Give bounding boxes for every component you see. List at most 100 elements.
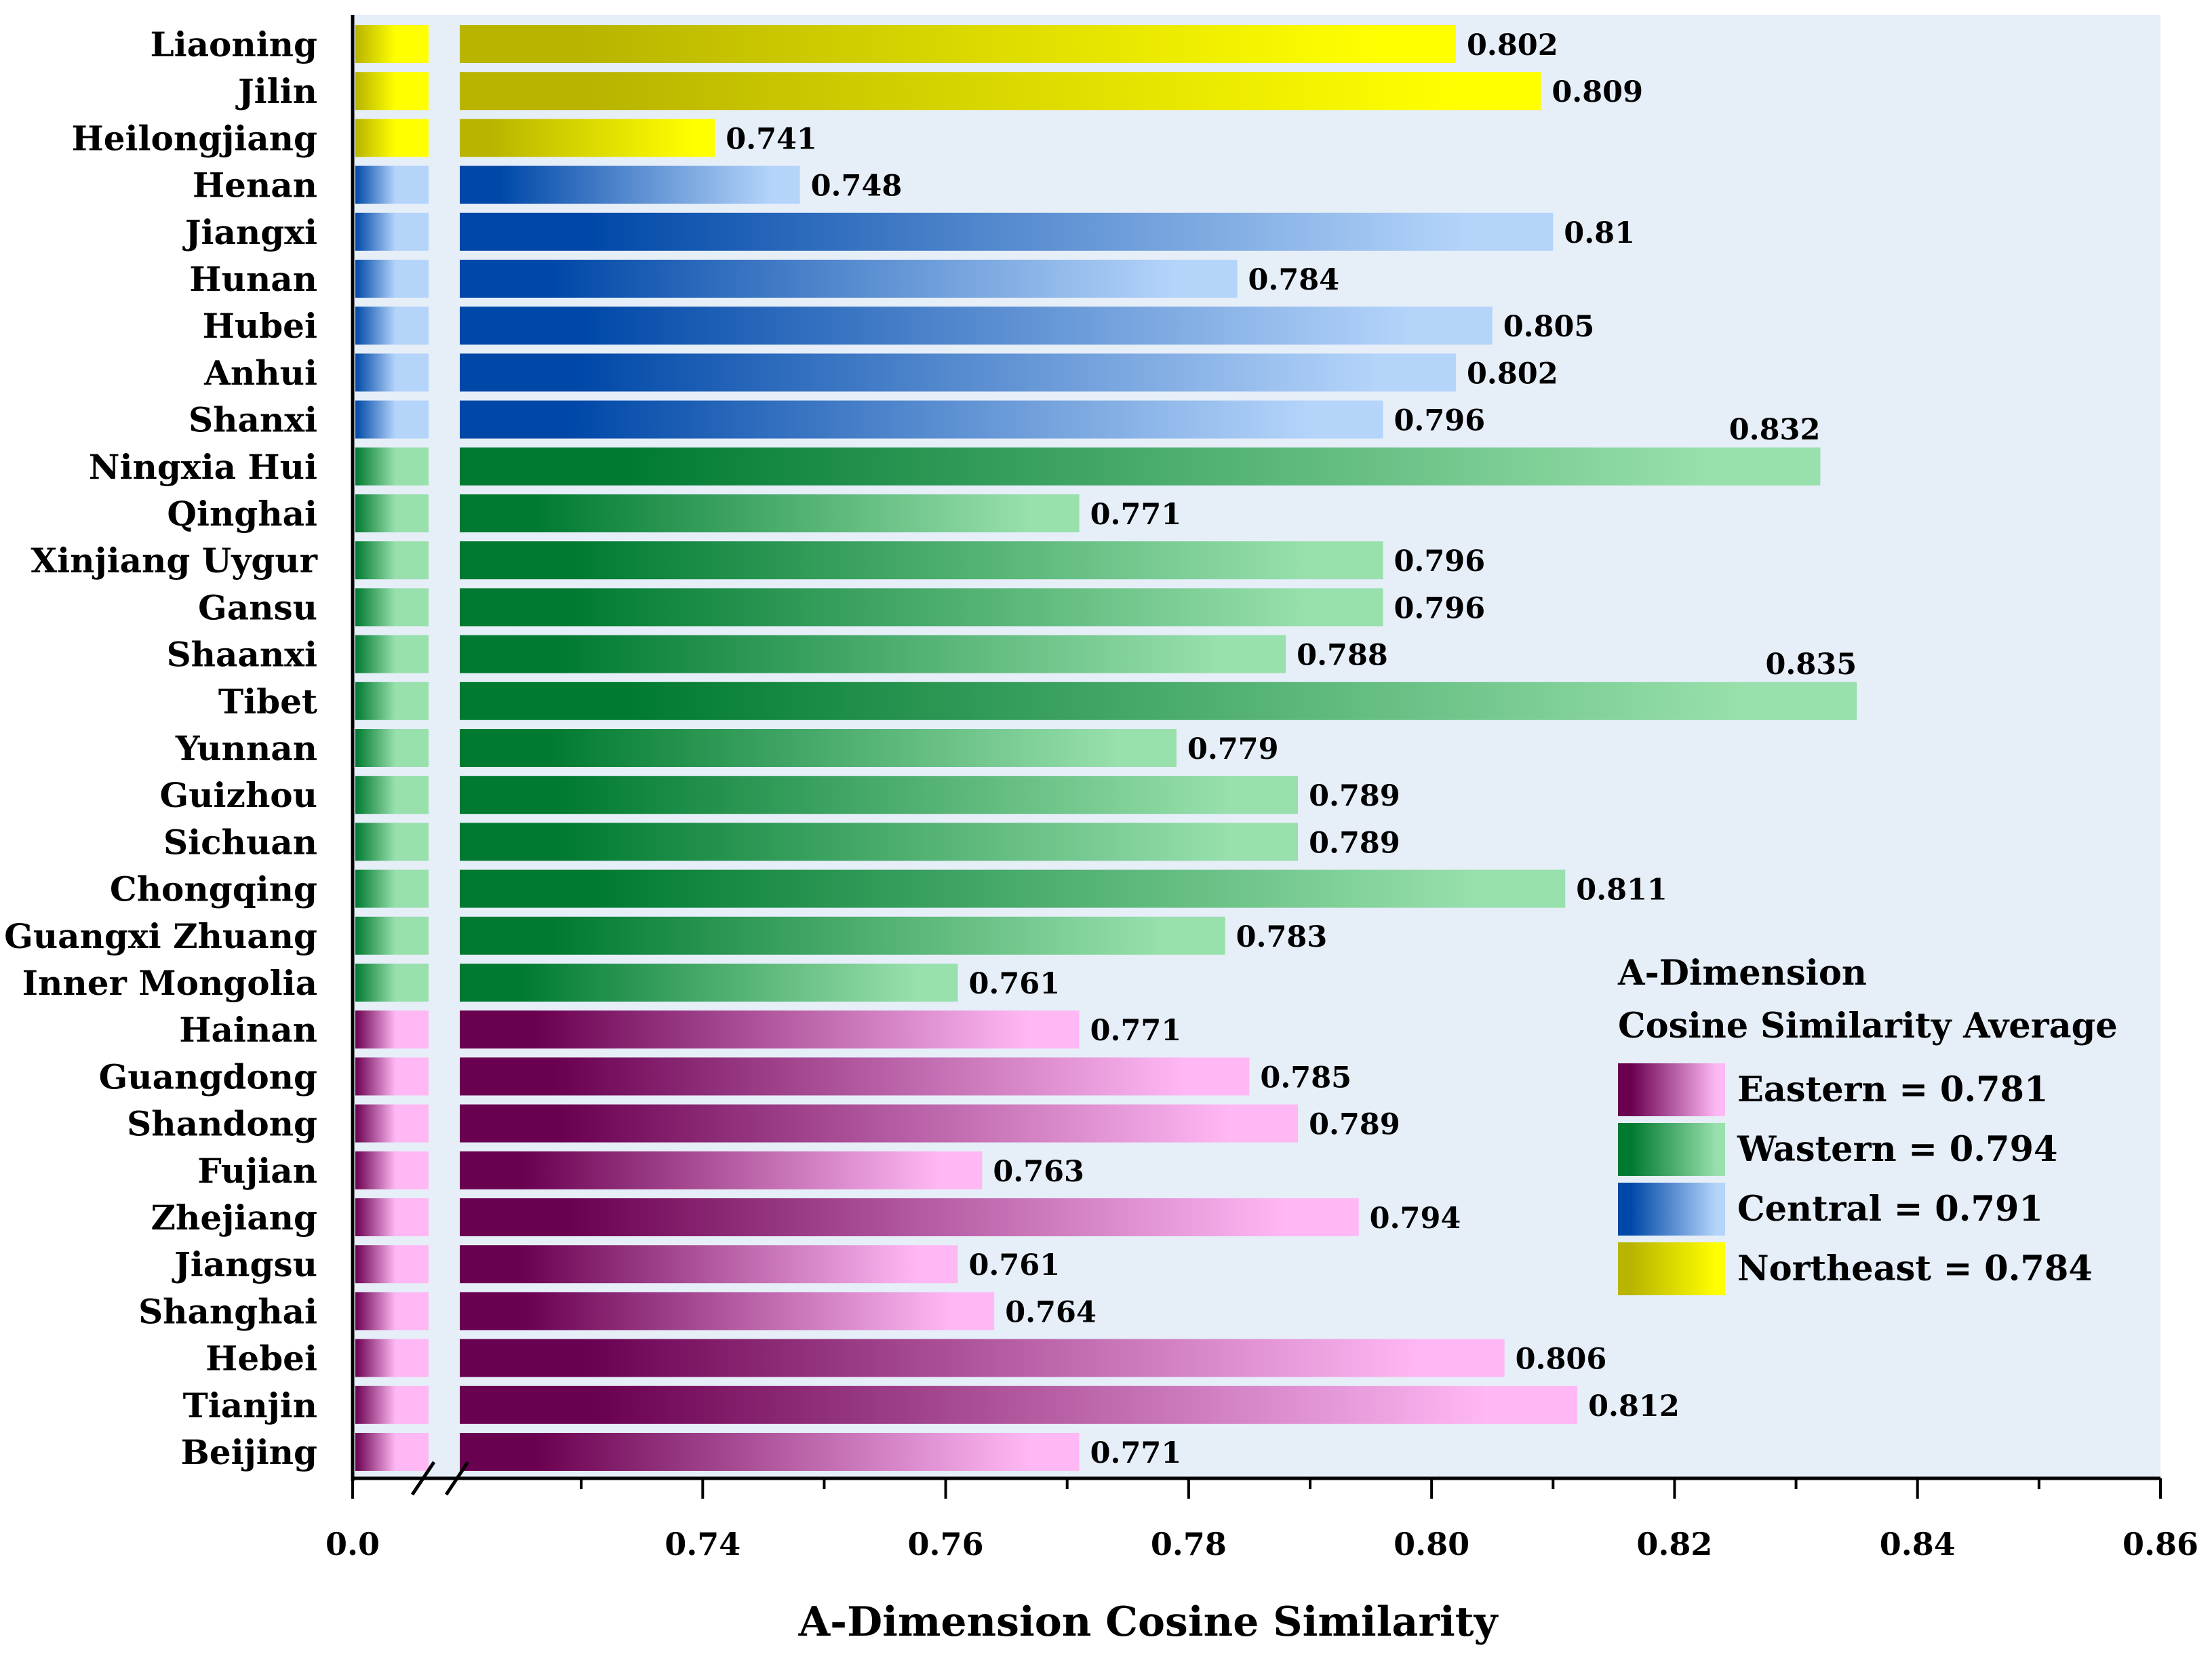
bar-chongqing (460, 869, 1566, 908)
bar-henan (460, 165, 800, 204)
value-label-gansu: 0.796 (1394, 591, 1485, 625)
bar-stub-tibet (355, 682, 429, 720)
value-label-xinjiang-uygur: 0.796 (1394, 545, 1485, 578)
bar-jiangxi (460, 212, 1554, 251)
bar-fujian (460, 1151, 983, 1189)
bar-stub-jiangsu (355, 1245, 429, 1284)
bar-stub-tianjin (355, 1385, 429, 1424)
value-label-hebei: 0.806 (1516, 1343, 1607, 1377)
bar-xinjiang-uygur (460, 541, 1383, 580)
bar-stub-heilongjiang (355, 119, 429, 157)
bar-stub-ningxia-hui (355, 447, 429, 486)
value-label-sichuan: 0.789 (1309, 826, 1400, 860)
bar-liaoning (460, 25, 1456, 63)
category-label-hunan: Hunan (189, 259, 317, 299)
x-tick-label: 0.0 (325, 1526, 380, 1562)
category-label-guizhou: Guizhou (160, 775, 318, 815)
category-label-henan: Henan (193, 165, 317, 205)
x-axis-title: A-Dimension Cosine Similarity (798, 1598, 1499, 1646)
bar-hebei (460, 1339, 1505, 1377)
value-label-qinghai: 0.771 (1090, 498, 1182, 532)
legend: A-Dimension Cosine Similarity Average East… (1617, 953, 2118, 1295)
value-label-ningxia-hui: 0.832 (1729, 413, 1821, 447)
value-labels: 0.802 0.809 0.741 0.748 0.81 0.784 0.805 0.802 0… (726, 28, 1857, 1470)
bar-stub-hubei (355, 307, 429, 345)
bar-stub-hainan (355, 1010, 429, 1049)
bar-inner-mongolia (460, 964, 958, 1002)
category-label-yunnan: Yunnan (175, 728, 317, 768)
value-label-anhui: 0.802 (1467, 357, 1558, 391)
x-axis: 0.0 0.74 0.76 0.78 0.80 0.82 0.84 0.86 (325, 15, 2198, 1562)
category-label-inner-mongolia: Inner Mongolia (22, 963, 317, 1003)
bar-beijing (460, 1433, 1080, 1471)
legend-entry-central: Central = 0.791 (1737, 1189, 2043, 1229)
bar-stub-chongqing (355, 869, 429, 908)
value-label-beijing: 0.771 (1090, 1436, 1182, 1470)
bar-stub-guangdong (355, 1057, 429, 1096)
bar-stub-guangxi-zhuang (355, 916, 429, 955)
legend-swatch-western (1618, 1123, 1725, 1176)
x-tick-label: 0.86 (2122, 1526, 2198, 1562)
category-label-shanghai: Shanghai (138, 1291, 317, 1331)
axis-break-mark (410, 1461, 436, 1496)
category-label-guangdong: Guangdong (99, 1057, 317, 1097)
x-tick-label: 0.80 (1394, 1526, 1469, 1562)
category-label-tianjin: Tianjin (183, 1385, 317, 1425)
bar-anhui (460, 353, 1456, 392)
legend-title: A-Dimension (1617, 953, 1867, 993)
value-label-inner-mongolia: 0.761 (968, 967, 1060, 1001)
bar-stub-henan (355, 165, 429, 204)
bar-ningxia-hui (460, 447, 1821, 486)
value-label-hainan: 0.771 (1090, 1014, 1182, 1048)
bar-stub-shaanxi (355, 635, 429, 673)
bar-stub-sichuan (355, 823, 429, 861)
bar-stub-hebei (355, 1339, 429, 1377)
legend-title: Cosine Similarity Average (1618, 1006, 2118, 1046)
category-label-guangxi-zhuang: Guangxi Zhuang (4, 916, 317, 956)
value-label-shanxi: 0.796 (1394, 404, 1485, 438)
x-tick-label: 0.84 (1880, 1526, 1956, 1562)
category-label-hubei: Hubei (203, 306, 317, 346)
bars-layer (355, 25, 1857, 1471)
bar-jiangsu (460, 1245, 958, 1284)
bar-heilongjiang (460, 119, 715, 157)
bar-stub-xinjiang-uygur (355, 541, 429, 580)
bar-gansu (460, 588, 1383, 627)
value-label-yunnan: 0.779 (1187, 732, 1279, 766)
bar-zhejiang (460, 1198, 1359, 1236)
bar-stub-zhejiang (355, 1198, 429, 1236)
value-label-guizhou: 0.789 (1309, 779, 1400, 813)
value-label-henan: 0.748 (811, 170, 903, 203)
bar-jilin (460, 72, 1541, 111)
bar-shanghai (460, 1292, 995, 1331)
legend-entry-northeast: Northeast = 0.784 (1737, 1248, 2093, 1289)
value-label-jiangsu: 0.761 (968, 1248, 1060, 1282)
bar-guizhou (460, 776, 1299, 814)
category-label-beijing: Beijing (181, 1432, 317, 1472)
category-label-fujian: Fujian (197, 1151, 317, 1191)
bar-stub-shanghai (355, 1292, 429, 1331)
bar-stub-fujian (355, 1151, 429, 1189)
x-tick-label: 0.76 (908, 1526, 984, 1562)
bar-stub-inner-mongolia (355, 964, 429, 1002)
category-label-xinjiang-uygur: Xinjiang Uygur (31, 540, 317, 580)
value-label-zhejiang: 0.794 (1370, 1202, 1461, 1236)
axis-break-mark (444, 1461, 470, 1496)
category-label-shaanxi: Shaanxi (167, 635, 317, 675)
value-label-shaanxi: 0.788 (1297, 639, 1388, 673)
value-label-shanghai: 0.764 (1005, 1295, 1097, 1329)
bar-shaanxi (460, 635, 1286, 673)
bar-hainan (460, 1010, 1080, 1049)
value-label-chongqing: 0.811 (1576, 873, 1667, 907)
bar-stub-liaoning (355, 25, 429, 63)
bar-stub-beijing (355, 1433, 429, 1471)
bar-stub-jiangxi (355, 212, 429, 251)
bar-shandong (460, 1104, 1299, 1143)
category-label-liaoning: Liaoning (150, 24, 317, 64)
legend-swatch-northeast (1618, 1242, 1725, 1295)
legend-swatch-eastern (1618, 1063, 1725, 1116)
category-label-heilongjiang: Heilongjiang (72, 118, 318, 158)
bar-qinghai (460, 494, 1080, 532)
category-label-jiangsu: Jiangsu (172, 1244, 317, 1284)
